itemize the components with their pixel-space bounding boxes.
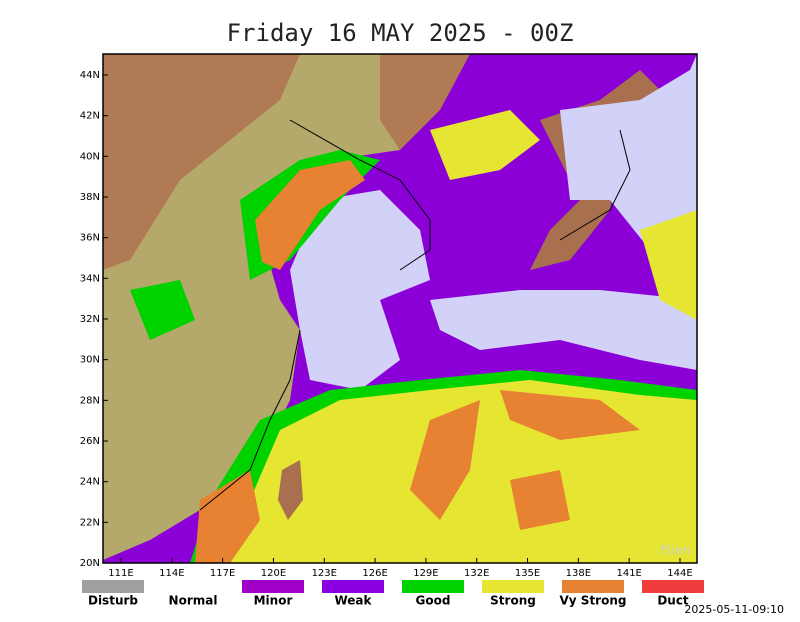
legend-label: Good	[416, 594, 451, 608]
legend-swatch	[322, 580, 384, 593]
lat-label: 22N	[80, 517, 100, 528]
watermark: f5len	[660, 544, 690, 558]
lon-label: 129E	[413, 568, 438, 579]
lon-label: 126E	[362, 568, 387, 579]
legend-swatch	[82, 580, 144, 593]
lon-label: 111E	[108, 568, 133, 579]
title: Friday 16 MAY 2025 - 00Z	[227, 19, 574, 47]
lat-label: 36N	[80, 233, 100, 244]
map-frame	[102, 53, 698, 564]
lat-label: 30N	[80, 355, 100, 366]
lon-label: 141E	[616, 568, 641, 579]
lat-label: 28N	[80, 395, 100, 406]
lat-label: 38N	[80, 192, 100, 203]
lat-label: 26N	[80, 436, 100, 447]
lon-label: 138E	[566, 568, 591, 579]
map	[103, 54, 697, 563]
legend-label: Normal	[169, 594, 218, 608]
lon-label: 132E	[464, 568, 489, 579]
legend-swatch	[482, 580, 544, 593]
lon-label: 144E	[667, 568, 692, 579]
lat-label: 34N	[80, 273, 100, 284]
lon-label: 117E	[210, 568, 235, 579]
legend-label: Minor	[254, 594, 293, 608]
lat-label: 24N	[80, 477, 100, 488]
legend-label: Disturb	[88, 594, 138, 608]
legend-swatch	[162, 580, 224, 593]
lon-label: 123E	[312, 568, 337, 579]
legend-label: Vy Strong	[560, 594, 627, 608]
timestamp: 2025-05-11-09:10	[684, 603, 784, 616]
lat-label: 20N	[80, 558, 100, 569]
legend-swatch	[242, 580, 304, 593]
lon-label: 135E	[515, 568, 540, 579]
legend-swatch	[642, 580, 704, 593]
lon-label: 120E	[261, 568, 286, 579]
lat-label: 42N	[80, 111, 100, 122]
legend-label: Strong	[490, 594, 536, 608]
legend-swatch	[562, 580, 624, 593]
lon-label: 114E	[159, 568, 184, 579]
lat-label: 32N	[80, 314, 100, 325]
legend-swatch	[402, 580, 464, 593]
legend-label: Weak	[334, 594, 372, 608]
legend-label: Duct	[657, 594, 689, 608]
lat-label: 44N	[80, 70, 100, 81]
lat-label: 40N	[80, 151, 100, 162]
